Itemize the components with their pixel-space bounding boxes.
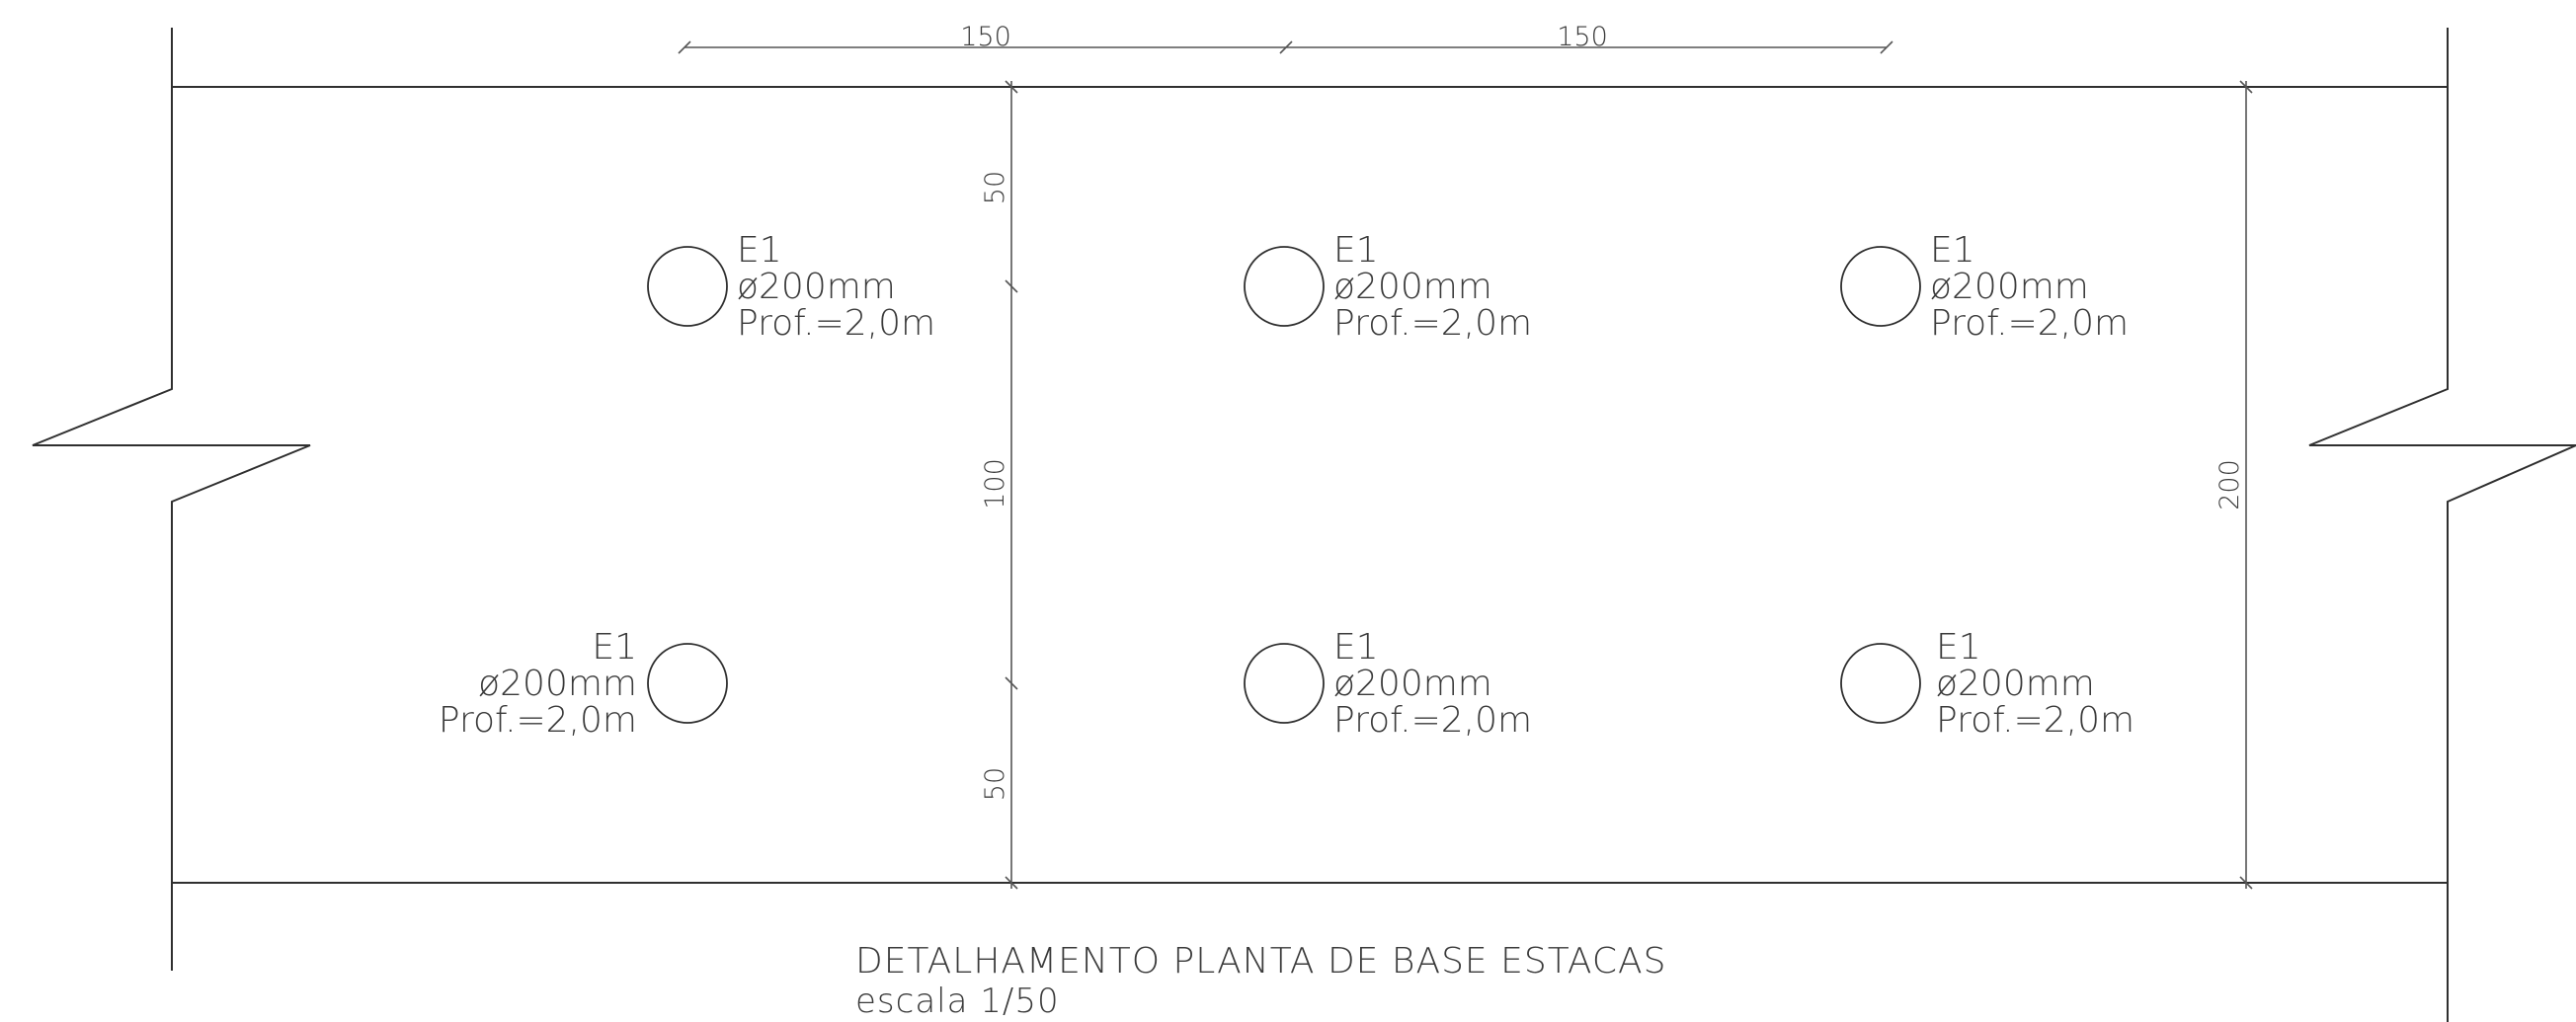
pile-marks: E1 ø200mm Prof.=2,0m E1 ø200mm Prof.=2,0… xyxy=(439,230,2134,741)
pile-circle xyxy=(1840,246,1921,327)
drawing-title-block: DETALHAMENTO PLANTA DE BASE ESTACAS esca… xyxy=(855,941,1667,1021)
middle-vertical-dimension: 50 100 50 xyxy=(980,80,1018,890)
top-dimension-tick-right xyxy=(1880,40,1893,54)
drawing-scale: escala 1/50 xyxy=(855,982,1060,1021)
pile-id-label: E1 xyxy=(592,627,637,668)
pile-circle xyxy=(647,643,728,724)
pile-id-label: E1 xyxy=(1930,230,1975,271)
pile-diameter-label: ø200mm xyxy=(1936,664,2095,704)
pile-diameter-label: ø200mm xyxy=(1333,664,1492,704)
pile-circle xyxy=(1840,643,1921,724)
middle-vertical-tick-upper xyxy=(1005,279,1018,293)
pile-bottom-middle: E1 ø200mm Prof.=2,0m xyxy=(1244,627,1532,741)
overall-height-tick-top xyxy=(2239,80,2253,94)
pile-circle xyxy=(1244,246,1325,327)
vertical-bottom-dimension-label: 50 xyxy=(980,767,1010,801)
middle-vertical-tick-lower xyxy=(1005,676,1018,690)
pile-diameter-label: ø200mm xyxy=(737,267,896,307)
pile-id-label: E1 xyxy=(1936,627,1981,668)
top-dimension-tick-left xyxy=(678,40,691,54)
pile-circle xyxy=(1244,643,1325,724)
middle-vertical-tick-bottom xyxy=(1005,876,1018,890)
pile-circle xyxy=(647,246,728,327)
pile-bottom-right: E1 ø200mm Prof.=2,0m xyxy=(1840,627,2134,741)
overall-height-tick-bottom xyxy=(2239,876,2253,890)
pile-depth-label: Prof.=2,0m xyxy=(1333,303,1532,344)
pile-top-right: E1 ø200mm Prof.=2,0m xyxy=(1840,230,2129,344)
top-left-dimension-label: 150 xyxy=(960,22,1011,52)
overall-height-dimension-label: 200 xyxy=(2214,459,2245,511)
top-dimension-chain: 150 150 xyxy=(678,22,1893,54)
top-right-dimension-label: 150 xyxy=(1557,22,1608,52)
drawing-title: DETALHAMENTO PLANTA DE BASE ESTACAS xyxy=(855,941,1667,982)
pile-depth-label: Prof.=2,0m xyxy=(1333,700,1532,741)
top-dimension-tick-middle xyxy=(1279,40,1293,54)
pile-id-label: E1 xyxy=(1333,627,1379,668)
pile-top-left: E1 ø200mm Prof.=2,0m xyxy=(647,230,935,344)
pile-bottom-left: E1 ø200mm Prof.=2,0m xyxy=(439,627,728,741)
pile-diameter-label: ø200mm xyxy=(1930,267,2089,307)
pile-diameter-label: ø200mm xyxy=(478,664,637,704)
pile-depth-label: Prof.=2,0m xyxy=(1930,303,2129,344)
vertical-top-dimension-label: 50 xyxy=(980,171,1010,204)
pile-top-middle: E1 ø200mm Prof.=2,0m xyxy=(1244,230,1532,344)
pile-diameter-label: ø200mm xyxy=(1333,267,1492,307)
pile-id-label: E1 xyxy=(737,230,782,271)
middle-vertical-tick-top xyxy=(1005,80,1018,94)
left-break-line xyxy=(32,28,311,971)
vertical-middle-dimension-label: 100 xyxy=(980,458,1010,510)
slab-outline xyxy=(32,28,2576,1022)
overall-vertical-dimension: 200 xyxy=(2214,80,2253,890)
pile-depth-label: Prof.=2,0m xyxy=(439,700,637,741)
pile-depth-label: Prof.=2,0m xyxy=(737,303,935,344)
right-break-line xyxy=(2308,28,2576,1022)
pile-id-label: E1 xyxy=(1333,230,1379,271)
pile-depth-label: Prof.=2,0m xyxy=(1936,700,2134,741)
